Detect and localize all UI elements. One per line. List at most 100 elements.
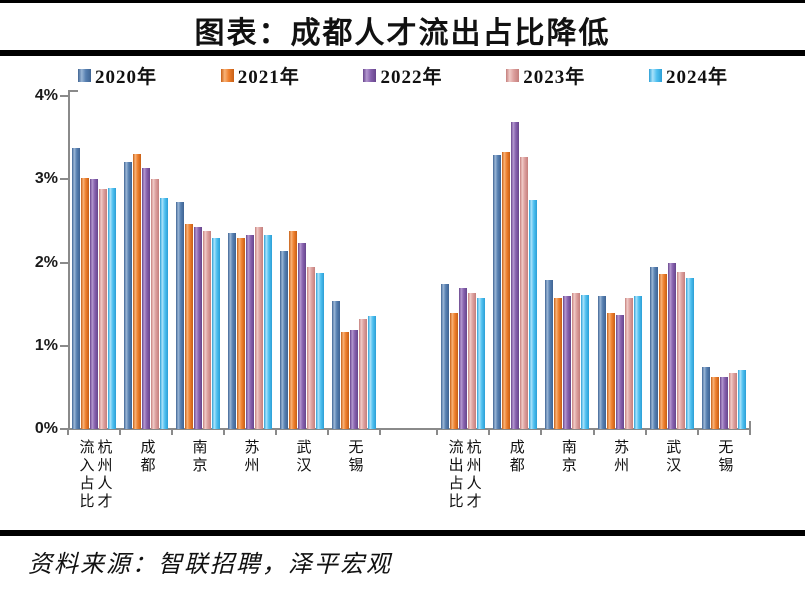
legend-label: 2024年 [665, 67, 728, 88]
bar-2022-成都 [511, 121, 520, 429]
bar-group-成都: 成都 [489, 96, 541, 475]
bar-2024-南京 [212, 237, 220, 429]
bar-2024-武汉 [316, 273, 324, 429]
x-axis [67, 428, 751, 430]
x-axis-label: 流入占比 杭州人才 [68, 439, 120, 511]
bar-2022-杭州人才流出占比 [459, 288, 468, 429]
x-axis-label-column: 无锡 [346, 439, 363, 475]
bar-cluster [276, 96, 328, 429]
bar-2021-南京 [554, 298, 563, 429]
bar-cluster [224, 96, 276, 429]
x-axis-tick [379, 429, 381, 435]
title-rule [0, 50, 805, 56]
bar-2021-杭州人才流入占比 [81, 177, 89, 429]
bar-2021-无锡 [341, 331, 349, 429]
bar-2024-苏州 [264, 235, 272, 429]
bar-2021-成都 [133, 154, 141, 429]
bar-2020-杭州人才流入占比 [72, 147, 80, 429]
x-axis-label-column: 南京 [559, 439, 576, 475]
x-axis-label-column: 苏州 [612, 439, 629, 475]
bar-2024-成都 [529, 200, 538, 429]
x-axis-label-column: 杭州人才 [95, 439, 112, 511]
bar-2022-无锡 [719, 377, 728, 429]
source-note: 资料来源：智联招聘，泽平宏观 [28, 552, 392, 578]
y-axis-tick-label: 2% [34, 253, 58, 271]
bar-2021-杭州人才流出占比 [450, 313, 459, 429]
bar-2024-武汉 [685, 278, 694, 429]
bar-cluster [594, 96, 646, 429]
bar-cluster [698, 96, 750, 429]
x-axis-label-column: 南京 [190, 439, 207, 475]
bar-2022-武汉 [298, 242, 306, 429]
x-axis-tick [540, 429, 543, 435]
bar-2020-无锡 [701, 366, 710, 429]
bar-2024-杭州人才流出占比 [477, 297, 486, 429]
bar-2023-成都 [151, 179, 159, 429]
x-axis-tick [119, 429, 121, 435]
bar-2023-南京 [572, 292, 581, 429]
bar-group-杭州人才流出占比: 流出占比 杭州人才 [437, 96, 489, 511]
bar-2023-杭州人才流入占比 [99, 189, 107, 429]
bar-2023-成都 [520, 156, 529, 429]
bar-2023-南京 [203, 230, 211, 429]
x-axis-label-column: 杭州人才 [464, 439, 481, 511]
y-axis-tick-label: 4% [34, 87, 58, 104]
bar-group-成都: 成都 [120, 96, 172, 475]
legend-label: 2023年 [523, 67, 586, 88]
x-axis-label-column: 流入占比 [77, 439, 94, 511]
legend-swatch [648, 69, 662, 82]
bar-2021-苏州 [237, 237, 245, 429]
y-axis-top-tick [70, 90, 78, 92]
bar-2024-苏州 [633, 295, 642, 429]
x-axis-tick [749, 429, 751, 435]
legend-item-2022: 2022年 [363, 62, 442, 89]
legend-item-2023: 2023年 [506, 62, 585, 89]
bar-2021-南京 [185, 224, 193, 429]
bar-group-苏州: 苏州 [224, 96, 276, 475]
plot-area: 0% 1% 2% 3% 4% 流入占比 杭州人才 成都 南京 苏州 武汉 无锡 流出占比 杭州人才 成都 南京… [35, 87, 751, 511]
chart-title: 图表：成都人才流出占比降低 [194, 17, 611, 50]
y-axis-tick [60, 261, 68, 264]
bar-group-苏州: 苏州 [594, 96, 646, 475]
legend: 2020年 2021年 2022年 2023年 2024年 [78, 62, 728, 89]
x-axis-label: 武汉 [276, 439, 328, 475]
bar-cluster [172, 96, 224, 429]
x-axis-tick [327, 429, 329, 435]
bar-cluster [68, 96, 120, 429]
bar-group-南京: 南京 [541, 96, 593, 475]
y-axis-tick [60, 178, 68, 181]
bar-2021-苏州 [606, 313, 615, 429]
x-axis-label-column: 无锡 [716, 439, 733, 475]
y-axis-tick-label: 3% [34, 170, 58, 188]
bar-2023-杭州人才流出占比 [468, 293, 477, 429]
legend-swatch [78, 69, 91, 82]
footer-rule [0, 530, 805, 536]
bar-2022-苏州 [615, 314, 624, 429]
legend-item-2024: 2024年 [648, 62, 728, 89]
y-axis [68, 90, 78, 430]
bar-2020-南京 [545, 280, 554, 429]
bar-2023-无锡 [359, 319, 367, 429]
bar-2022-南京 [563, 295, 572, 429]
x-axis-label-column: 成都 [138, 439, 155, 475]
bar-cluster [328, 96, 380, 429]
x-axis-label: 成都 [120, 439, 172, 475]
bar-2024-南京 [581, 295, 590, 429]
x-axis-label: 苏州 [594, 439, 646, 475]
x-axis-label: 无锡 [328, 439, 380, 475]
x-axis-tick [696, 429, 699, 435]
bar-group-无锡: 无锡 [698, 96, 750, 475]
x-axis-tick [436, 429, 438, 435]
x-axis-label: 南京 [541, 439, 593, 475]
bar-2023-苏州 [624, 298, 633, 429]
x-axis-label: 苏州 [224, 439, 276, 475]
y-axis-tick [60, 344, 68, 347]
legend-swatch [220, 69, 234, 82]
x-axis-tick [223, 429, 225, 435]
legend-label: 2020年 [95, 67, 158, 88]
bar-cluster [437, 96, 489, 429]
y-axis-tick-label: 0% [34, 420, 58, 437]
bar-2023-苏州 [255, 226, 263, 429]
bar-2024-无锡 [368, 315, 376, 429]
x-axis-label: 流出占比 杭州人才 [437, 439, 489, 511]
